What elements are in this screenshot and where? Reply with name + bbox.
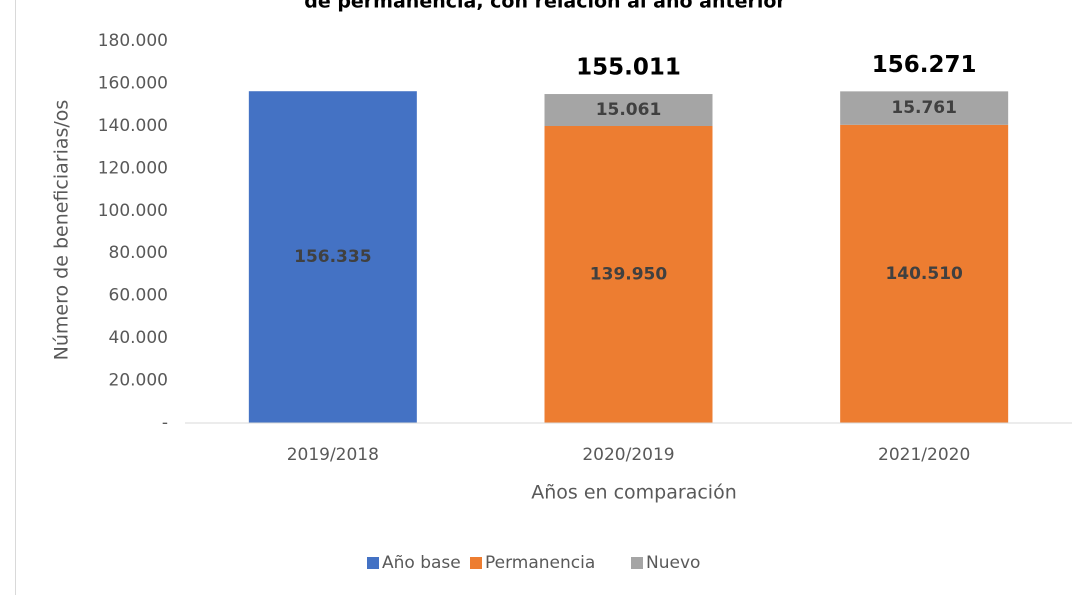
y-tick-label: 20.000	[109, 371, 168, 391]
data-label: 140.510	[885, 264, 963, 284]
y-tick-label: 40.000	[109, 328, 168, 348]
x-tick-label: 2019/2018	[287, 445, 379, 465]
legend-swatch	[367, 557, 379, 569]
x-tick-label: 2021/2020	[878, 445, 970, 465]
y-tick-label: -	[162, 413, 168, 433]
legend-label: Permanencia	[485, 553, 595, 573]
y-tick-label: 180.000	[98, 31, 168, 51]
y-tick-label: 140.000	[98, 116, 168, 136]
legend-swatch	[631, 557, 643, 569]
data-label: 15.761	[891, 98, 957, 118]
legend-label: Nuevo	[646, 553, 700, 573]
legend-swatch	[470, 557, 482, 569]
legend-label: Año base	[382, 553, 461, 573]
y-tick-label: 80.000	[109, 243, 168, 263]
data-label: 156.335	[294, 247, 371, 267]
x-tick-label: 2020/2019	[582, 445, 674, 465]
bar-segment	[544, 94, 713, 126]
y-tick-label: 120.000	[98, 158, 168, 178]
bar-segment	[248, 91, 417, 424]
bar-segment	[840, 124, 1009, 424]
y-tick-label: 160.000	[98, 73, 168, 93]
total-label: 156.271	[872, 52, 977, 78]
total-label: 155.011	[576, 55, 681, 81]
y-tick-label: 100.000	[98, 201, 168, 221]
data-label: 15.061	[596, 100, 662, 120]
data-label: 139.950	[590, 264, 668, 284]
chart-title: de permanencia, con relación al año ante…	[304, 0, 786, 13]
y-axis-title: Número de beneficiarias/os	[51, 100, 73, 361]
y-tick-label: 60.000	[109, 286, 168, 306]
x-axis-title: Años en comparación	[531, 482, 737, 504]
bar-segment	[840, 91, 1009, 125]
bar-segment	[544, 125, 713, 424]
